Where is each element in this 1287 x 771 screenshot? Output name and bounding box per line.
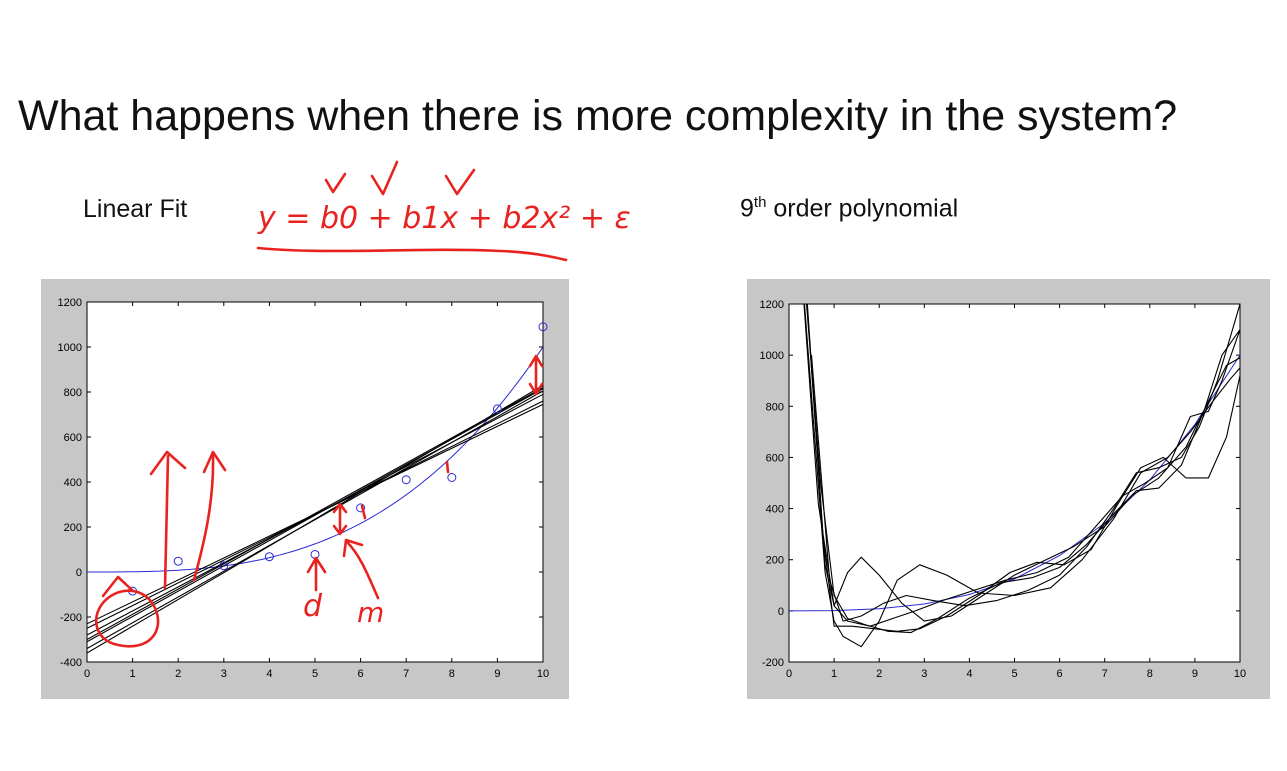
linear-fit-label: Linear Fit <box>83 195 188 223</box>
handwritten-equation: y = b0 + b1x + b2x² + ε <box>257 201 631 236</box>
fit-line <box>806 304 1240 632</box>
x-tick-label: 9 <box>494 668 500 680</box>
x-tick-label: 6 <box>358 668 364 680</box>
y-tick-label: -200 <box>762 657 784 669</box>
x-tick-label: 3 <box>221 668 227 680</box>
polynomial-order-suffix: th <box>753 194 767 211</box>
x-tick-label: 7 <box>403 668 409 680</box>
data-point <box>264 552 274 562</box>
y-tick-label: 200 <box>64 522 82 534</box>
data-point <box>219 561 229 571</box>
true-curve <box>789 354 1240 612</box>
polynomial-order: 9 <box>740 194 754 223</box>
y-tick-label: 800 <box>64 387 82 399</box>
x-tick-label: 8 <box>449 668 455 680</box>
x-tick-label: 0 <box>786 668 792 680</box>
x-tick-label: 7 <box>1102 668 1108 680</box>
x-tick-label: 5 <box>1011 668 1017 680</box>
polynomial-label: 9th order polynomial <box>740 194 958 223</box>
x-tick-label: 2 <box>175 668 181 680</box>
x-tick-label: 4 <box>266 668 272 680</box>
polynomial-plot: 0 1 2 3 4 5 6 7 8 9 10 -200 0 200 400 600 800 1000 1200 <box>747 279 1270 699</box>
y-tick-label: 800 <box>766 401 784 413</box>
y-tick-label: 400 <box>766 504 784 516</box>
linear-fit-plot: 0 1 2 3 4 5 6 7 8 9 10 -400 -200 0 200 400 600 800 1000 120… <box>41 279 569 699</box>
x-tick-label: 10 <box>537 668 549 680</box>
fit-line <box>806 304 1240 627</box>
x-tick-label: 5 <box>312 668 318 680</box>
check-mark-icon <box>370 160 399 196</box>
y-tick-label: -200 <box>60 612 82 624</box>
data-point <box>447 473 457 482</box>
plot-area <box>86 301 544 663</box>
polynomial-label-text: order polynomial <box>766 194 959 223</box>
x-tick-label: 3 <box>921 668 927 680</box>
series-group <box>789 304 1240 648</box>
y-tick-label: 0 <box>778 606 784 618</box>
y-tick-label: 1200 <box>58 297 82 309</box>
slide-title: What happens when there is more complexi… <box>18 92 1178 140</box>
y-tick-label: 1000 <box>760 350 784 362</box>
y-tick-label: -400 <box>60 657 82 669</box>
y-tick-label: 1000 <box>58 342 82 354</box>
data-point <box>173 556 183 566</box>
y-tick-label: 600 <box>64 432 82 444</box>
x-tick-label: 4 <box>966 668 972 680</box>
y-tick-label: 200 <box>766 555 784 567</box>
plot-area <box>788 303 1241 663</box>
x-tick-label: 8 <box>1147 668 1153 680</box>
true-curve <box>87 346 543 573</box>
fit-line <box>87 403 543 625</box>
x-tick-label: 1 <box>831 668 837 680</box>
x-tick-label: 6 <box>1057 668 1063 680</box>
data-point <box>492 404 502 414</box>
x-tick-label: 10 <box>1234 668 1246 680</box>
fit-line <box>810 304 1240 622</box>
y-tick-label: 0 <box>76 567 82 579</box>
check-mark-icon <box>324 172 347 194</box>
data-point <box>401 475 411 485</box>
check-mark-icon <box>444 168 476 196</box>
fit-line <box>803 304 1240 648</box>
x-tick-label: 1 <box>130 668 136 680</box>
x-tick-label: 0 <box>84 668 90 680</box>
fit-line <box>803 304 1240 622</box>
x-tick-label: 2 <box>876 668 882 680</box>
y-tick-label: 1200 <box>760 299 784 311</box>
data-point <box>538 322 548 332</box>
y-tick-label: 400 <box>64 477 82 489</box>
equation-underline <box>256 246 568 262</box>
series-group <box>87 346 543 654</box>
linear-fit-chart: 0 1 2 3 4 5 6 7 8 9 10 -400 -200 0 200 400 600 800 1000 120… <box>58 297 550 680</box>
x-tick-label: 9 <box>1192 668 1198 680</box>
y-tick-label: 600 <box>766 452 784 464</box>
fit-line <box>805 304 1240 634</box>
